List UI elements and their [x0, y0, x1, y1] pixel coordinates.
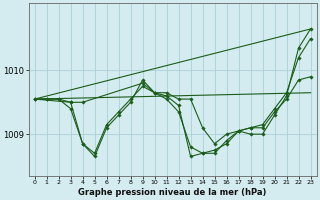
X-axis label: Graphe pression niveau de la mer (hPa): Graphe pression niveau de la mer (hPa) [78, 188, 267, 197]
